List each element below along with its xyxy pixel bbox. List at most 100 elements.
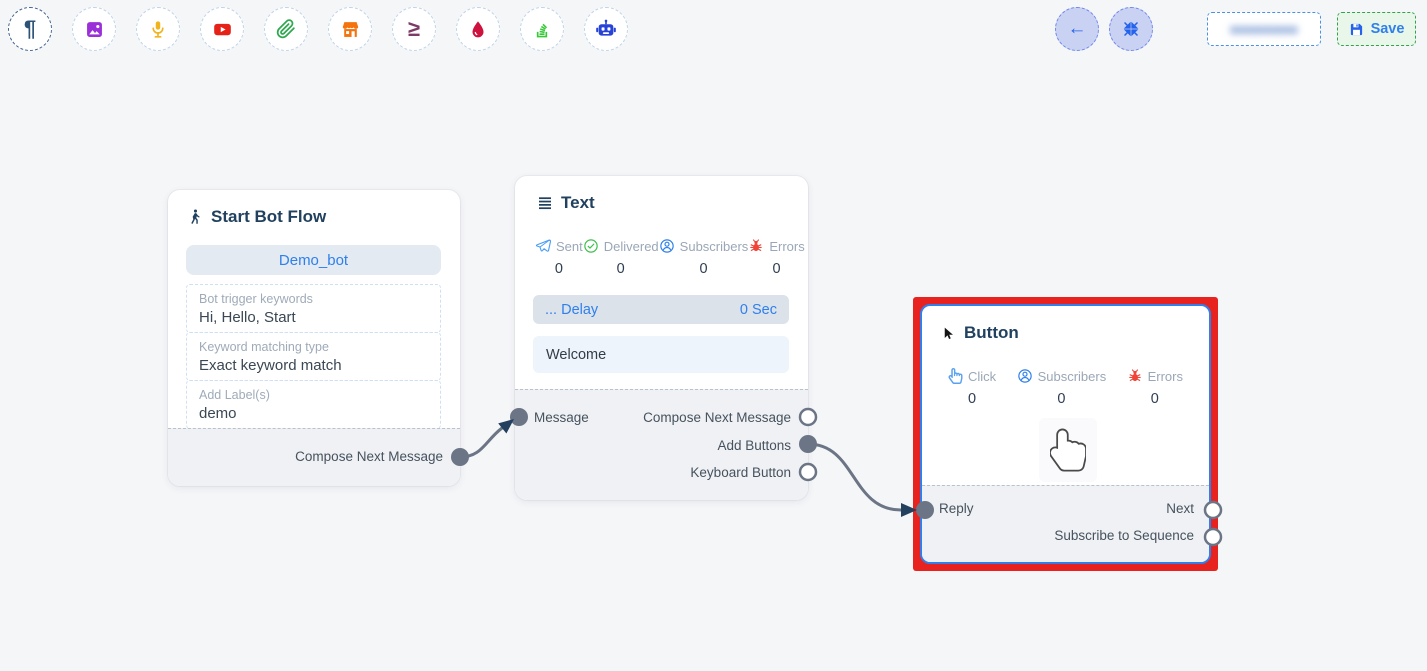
stat-label: Errors [769, 238, 805, 254]
bug-icon [750, 239, 763, 252]
user-circle-icon [659, 239, 674, 253]
add-ecommerce-node-button[interactable] [328, 7, 372, 51]
field-trigger-keywords[interactable]: Bot trigger keywords Hi, Hello, Start [186, 284, 441, 333]
node-start-title: Start Bot Flow [211, 207, 327, 226]
stat-label: Subscribers [679, 238, 749, 254]
text-lines-icon [539, 197, 551, 210]
back-button[interactable]: ← [1055, 7, 1099, 51]
greater-equal-icon: ≥ [407, 16, 421, 41]
output-label-add-buttons: Add Buttons [717, 438, 791, 453]
stat-subscribers: Subscribers 0 [659, 238, 749, 277]
stack-icon [536, 23, 548, 37]
add-condition-node-button[interactable]: ≥ [392, 7, 436, 51]
node-start-title-row: Start Bot Flow [186, 207, 326, 227]
text-stats-row: Sent 0 Delivered 0 [515, 238, 808, 277]
port-button-next-output[interactable] [1203, 500, 1223, 520]
add-video-node-button[interactable] [200, 7, 244, 51]
stat-value: 0 [968, 391, 977, 407]
paragraph-icon: ¶ [23, 16, 37, 41]
port-text-keyboard-button-output[interactable] [798, 462, 818, 482]
stat-click: Click 0 [948, 368, 996, 407]
field-label: Bot trigger keywords [199, 292, 313, 306]
microphone-icon [152, 20, 164, 38]
save-floppy-icon [1350, 23, 1362, 35]
fit-view-button[interactable] [1109, 7, 1153, 51]
stat-label: Sent [556, 238, 583, 254]
field-label: Add Label(s) [199, 388, 270, 402]
click-hand-icon [948, 368, 963, 384]
field-add-labels[interactable]: Add Label(s) demo [186, 380, 441, 429]
selection-highlight: Button Click 0 [913, 297, 1218, 571]
bot-name-button[interactable]: ●●●●●●●● [1207, 12, 1321, 46]
field-keyword-matching[interactable]: Keyword matching type Exact keyword matc… [186, 332, 441, 381]
paperclip-icon [276, 19, 295, 39]
bot-select-button[interactable]: Demo_bot [186, 245, 441, 275]
field-label: Keyword matching type [199, 340, 329, 354]
robot-icon [596, 19, 616, 36]
save-button[interactable]: Save [1337, 12, 1416, 46]
stat-value: 0 [554, 261, 563, 277]
port-button-subscribe-to-sequence-output[interactable] [1203, 527, 1223, 547]
bug-icon [1128, 369, 1141, 382]
droplet-icon [472, 20, 484, 37]
header-actions: ← ●●●●●●●● Save [1055, 7, 1416, 51]
stat-label: Subscribers [1037, 368, 1107, 384]
port-text-compose-next-message-output[interactable] [798, 407, 818, 427]
stat-value: 0 [1150, 391, 1159, 407]
bot-name-masked-text: ●●●●●●●● [1230, 21, 1298, 37]
save-label: Save [1370, 21, 1405, 37]
stat-label: Errors [1147, 368, 1183, 384]
node-text-title: Text [561, 193, 595, 212]
bot-select-label: Demo_bot [278, 251, 349, 269]
field-value: Hi, Hello, Start [199, 309, 296, 326]
compress-icon [1123, 21, 1139, 37]
node-button-footer: Reply Next Subscribe to Sequence [922, 485, 1209, 562]
stat-sent: Sent 0 [535, 238, 583, 277]
delay-value: 0 Sec [739, 301, 777, 318]
store-icon [342, 21, 358, 37]
output-label-subscribe-to-sequence: Subscribe to Sequence [1054, 528, 1194, 543]
port-start-compose-next-message-output[interactable] [451, 448, 469, 466]
back-arrow-icon: ← [1067, 18, 1087, 39]
add-file-node-button[interactable] [264, 7, 308, 51]
node-button-title: Button [964, 323, 1019, 342]
delay-setting-row[interactable]: ... Delay 0 Sec [533, 295, 789, 324]
port-text-message-input[interactable] [510, 408, 528, 426]
walking-person-icon [191, 209, 200, 224]
stat-subscribers: Subscribers 0 [1017, 368, 1107, 407]
stat-value: 0 [616, 261, 625, 277]
add-text-node-button[interactable]: ¶ [8, 7, 52, 51]
port-text-add-buttons-output[interactable] [799, 435, 817, 453]
youtube-icon [213, 23, 231, 35]
node-button-title-row: Button [941, 323, 1019, 343]
node-text-footer: Message Compose Next Message Add Buttons… [515, 389, 808, 500]
node-text[interactable]: Text Sent 0 Deliv [515, 176, 808, 500]
message-text: Welcome [546, 346, 607, 363]
image-icon [86, 21, 102, 37]
add-drip-node-button[interactable] [456, 7, 500, 51]
node-start-footer: Compose Next Message [168, 428, 460, 486]
add-audio-node-button[interactable] [136, 7, 180, 51]
node-text-title-row: Text [537, 193, 595, 213]
start-config-fields: Bot trigger keywords Hi, Hello, Start Ke… [186, 284, 441, 429]
stat-value: 0 [699, 261, 708, 277]
node-start-bot-flow[interactable]: Start Bot Flow Demo_bot Bot trigger keyw… [168, 190, 460, 486]
message-text-box[interactable]: Welcome [533, 336, 789, 373]
stat-delivered: Delivered 0 [583, 238, 659, 277]
node-button[interactable]: Button Click 0 [920, 304, 1211, 564]
hand-pointer-cursor [1039, 418, 1097, 482]
stat-label: Delivered [603, 238, 659, 254]
field-value: Exact keyword match [199, 357, 342, 374]
button-stats-row: Click 0 Subscribers 0 [922, 368, 1209, 407]
add-bot-node-button[interactable] [584, 7, 628, 51]
stat-errors: Errors 0 [1127, 368, 1183, 407]
add-stack-node-button[interactable] [520, 7, 564, 51]
stat-value: 0 [772, 261, 781, 277]
input-label-reply: Reply [939, 501, 974, 516]
add-image-node-button[interactable] [72, 7, 116, 51]
port-button-reply-input[interactable] [916, 501, 934, 519]
stat-label: Click [968, 368, 997, 384]
cursor-arrow-icon [944, 327, 953, 339]
user-circle-icon [1017, 369, 1032, 383]
